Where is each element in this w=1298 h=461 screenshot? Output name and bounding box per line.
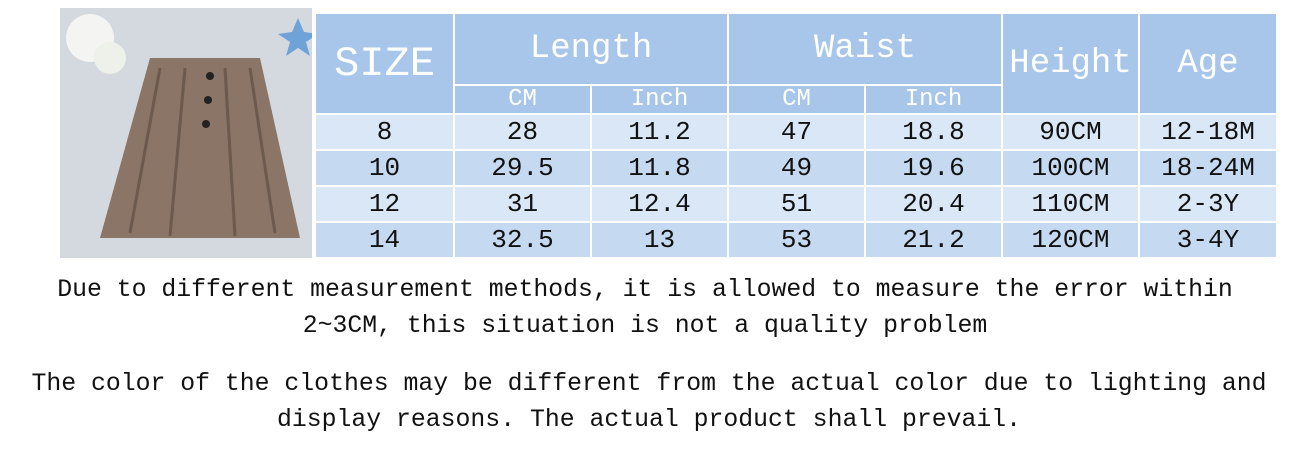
table-cell: 20.4 xyxy=(864,185,1004,223)
table-cell: 110CM xyxy=(1001,185,1141,223)
table-cell: 53 xyxy=(727,221,867,259)
table-cell: 14 xyxy=(314,221,455,259)
table-cell: 49 xyxy=(727,149,867,187)
table-cell: 19.6 xyxy=(864,149,1004,187)
size-table: SIZE Length Waist Height Age CM Inch CM … xyxy=(314,12,1279,259)
header-cell: Height xyxy=(1001,12,1141,115)
table-cell: 10 xyxy=(314,149,455,187)
header-cell: Age xyxy=(1138,12,1279,115)
table-cell: 28 xyxy=(453,113,592,151)
table-cell: 13 xyxy=(589,221,730,259)
note: Due to different measurement methods, it… xyxy=(57,276,1233,340)
table-cell: 47 xyxy=(727,113,867,151)
table-cell: 29.5 xyxy=(453,149,592,187)
product-photo xyxy=(60,8,312,258)
note: The color of the clothes may be differen… xyxy=(31,370,1267,434)
table-cell: 8 xyxy=(314,113,455,151)
subheader-cell: CM xyxy=(727,84,867,115)
table-cell: 12 xyxy=(314,185,455,223)
subheader-cell: CM xyxy=(453,84,592,115)
table-cell: 12-18M xyxy=(1138,113,1279,151)
table-cell: 90CM xyxy=(1001,113,1141,151)
table-cell: 12.4 xyxy=(589,185,730,223)
header-cell: Length xyxy=(452,12,730,86)
table-cell: 2-3Y xyxy=(1138,185,1279,223)
table-row: 10 29.5 11.8 49 19.6 100CM 18-24M xyxy=(314,149,1279,187)
table-cell: 11.2 xyxy=(589,113,730,151)
table-cell: 51 xyxy=(727,185,867,223)
table-body: 8 28 11.2 47 18.8 90CM 12-18M 10 29.5 11.8 49 19.6 1… xyxy=(314,113,1279,259)
table-cell: 18.8 xyxy=(864,113,1004,151)
table-cell: 120CM xyxy=(1001,221,1141,259)
table-cell: 11.8 xyxy=(589,149,730,187)
table-cell: 100CM xyxy=(1001,149,1141,187)
table-row: 14 32.5 13 53 21.2 120CM 3-4Y xyxy=(314,221,1279,259)
table-cell: 18-24M xyxy=(1138,149,1279,187)
header-cell: Waist xyxy=(727,12,1004,86)
table-cell: 32.5 xyxy=(453,221,592,259)
table-cell: 3-4Y xyxy=(1138,221,1279,259)
subheader-cell: Inch xyxy=(864,84,1004,115)
header-cell: SIZE xyxy=(314,12,455,115)
table-row: 8 28 11.2 47 18.8 90CM 12-18M xyxy=(314,113,1279,151)
table-cell: 21.2 xyxy=(864,221,1004,259)
table-row: 12 31 12.4 51 20.4 110CM 2-3Y xyxy=(314,185,1279,223)
subheader-cell: Inch xyxy=(589,84,730,115)
table-cell: 31 xyxy=(453,185,592,223)
